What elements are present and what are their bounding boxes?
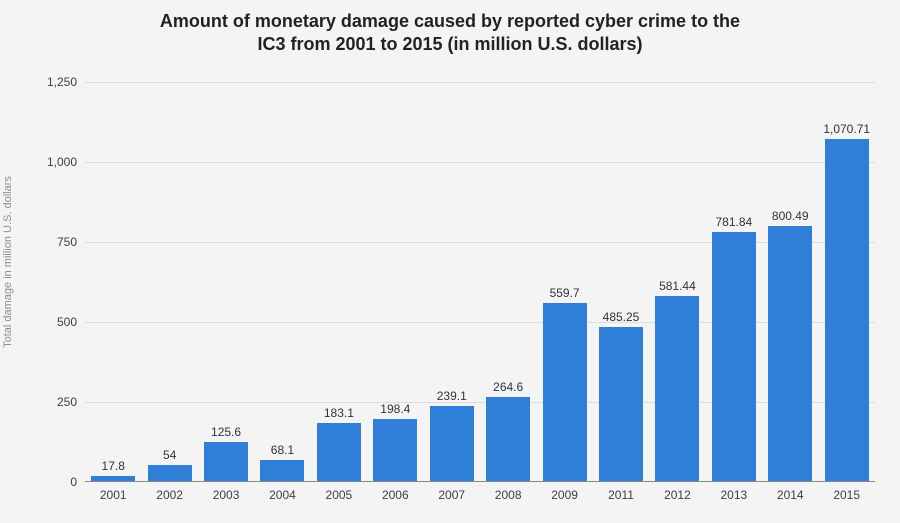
x-tick-label: 2013 — [720, 488, 747, 502]
plot-area: 02505007501,0001,250 17.82001542002125.6… — [85, 82, 875, 482]
chart-title-line2: IC3 from 2001 to 2015 (in million U.S. d… — [0, 33, 900, 56]
x-tick-label: 2001 — [100, 488, 127, 502]
bar — [204, 442, 248, 482]
bar-slot: 800.492014 — [762, 82, 818, 482]
x-tick-label: 2015 — [833, 488, 860, 502]
x-tick-label: 2009 — [551, 488, 578, 502]
bar — [486, 397, 530, 482]
bar-value-label: 581.44 — [659, 279, 696, 293]
bar — [655, 296, 699, 482]
bar-value-label: 800.49 — [772, 209, 809, 223]
chart-title: Amount of monetary damage caused by repo… — [0, 10, 900, 55]
chart-title-line1: Amount of monetary damage caused by repo… — [0, 10, 900, 33]
y-tick-label: 0 — [70, 475, 77, 489]
x-tick-label: 2012 — [664, 488, 691, 502]
bar — [712, 232, 756, 482]
bar-value-label: 198.4 — [380, 402, 410, 416]
bar-value-label: 781.84 — [715, 215, 752, 229]
bar — [543, 303, 587, 482]
bar-value-label: 239.1 — [437, 389, 467, 403]
bar — [317, 423, 361, 482]
bar — [260, 460, 304, 482]
bar-value-label: 125.6 — [211, 425, 241, 439]
y-tick-label: 750 — [57, 235, 77, 249]
bar-value-label: 183.1 — [324, 406, 354, 420]
bar-slot: 17.82001 — [85, 82, 141, 482]
bar-value-label: 68.1 — [271, 443, 294, 457]
y-tick-label: 250 — [57, 395, 77, 409]
y-axis-label: Total damage in million U.S. dollars — [2, 176, 14, 348]
bar — [599, 327, 643, 482]
x-tick-label: 2006 — [382, 488, 409, 502]
x-tick-label: 2008 — [495, 488, 522, 502]
x-axis-line — [85, 481, 875, 482]
bars-container: 17.82001542002125.6200368.12004183.12005… — [85, 82, 875, 482]
y-tick-label: 500 — [57, 315, 77, 329]
bar-slot: 264.62008 — [480, 82, 536, 482]
bar — [825, 139, 869, 482]
bar — [430, 406, 474, 483]
bar-slot: 68.12004 — [254, 82, 310, 482]
bar-slot: 1,070.712015 — [818, 82, 874, 482]
bar-value-label: 559.7 — [550, 286, 580, 300]
x-tick-label: 2007 — [438, 488, 465, 502]
bar-slot: 239.12007 — [424, 82, 480, 482]
bar-slot: 198.42006 — [367, 82, 423, 482]
bar-slot: 485.252011 — [593, 82, 649, 482]
bar-value-label: 17.8 — [102, 459, 125, 473]
bar-slot: 125.62003 — [198, 82, 254, 482]
x-tick-label: 2011 — [608, 488, 634, 502]
bar-slot: 183.12005 — [311, 82, 367, 482]
x-tick-label: 2003 — [213, 488, 240, 502]
bar-value-label: 264.6 — [493, 380, 523, 394]
bar — [768, 226, 812, 482]
bar-value-label: 54 — [163, 448, 176, 462]
x-tick-label: 2014 — [777, 488, 804, 502]
bar-value-label: 1,070.71 — [823, 122, 870, 136]
x-tick-label: 2002 — [156, 488, 183, 502]
bar — [148, 465, 192, 482]
bar-slot: 559.72009 — [536, 82, 592, 482]
y-tick-label: 1,250 — [47, 75, 77, 89]
bar-slot: 581.442012 — [649, 82, 705, 482]
bar-slot: 542002 — [141, 82, 197, 482]
x-tick-label: 2004 — [269, 488, 296, 502]
y-tick-label: 1,000 — [47, 155, 77, 169]
x-tick-label: 2005 — [326, 488, 353, 502]
bar — [373, 419, 417, 482]
bar-value-label: 485.25 — [603, 310, 640, 324]
bar-slot: 781.842013 — [706, 82, 762, 482]
